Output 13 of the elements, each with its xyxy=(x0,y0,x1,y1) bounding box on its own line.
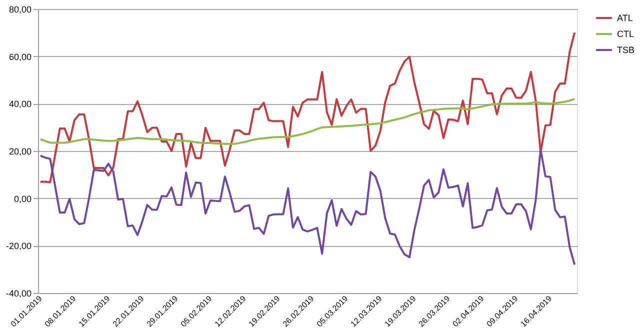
y-tick-label: -40,00 xyxy=(6,288,32,298)
y-tick-label: 20,00 xyxy=(8,146,32,156)
y-tick-label: 60,00 xyxy=(8,52,32,62)
line-series xyxy=(39,98,576,145)
y-tick-label: -20,00 xyxy=(6,241,32,252)
y-tick-label: 80,00 xyxy=(8,4,32,14)
legend-label: CTL xyxy=(617,29,634,39)
line-series xyxy=(39,148,576,266)
legend-label: TSB xyxy=(617,45,635,55)
y-tick-label: 0,00 xyxy=(14,194,32,204)
y-tick-label: 40,00 xyxy=(8,99,32,110)
line-series xyxy=(39,32,576,184)
legend-label: ATL xyxy=(617,13,633,23)
